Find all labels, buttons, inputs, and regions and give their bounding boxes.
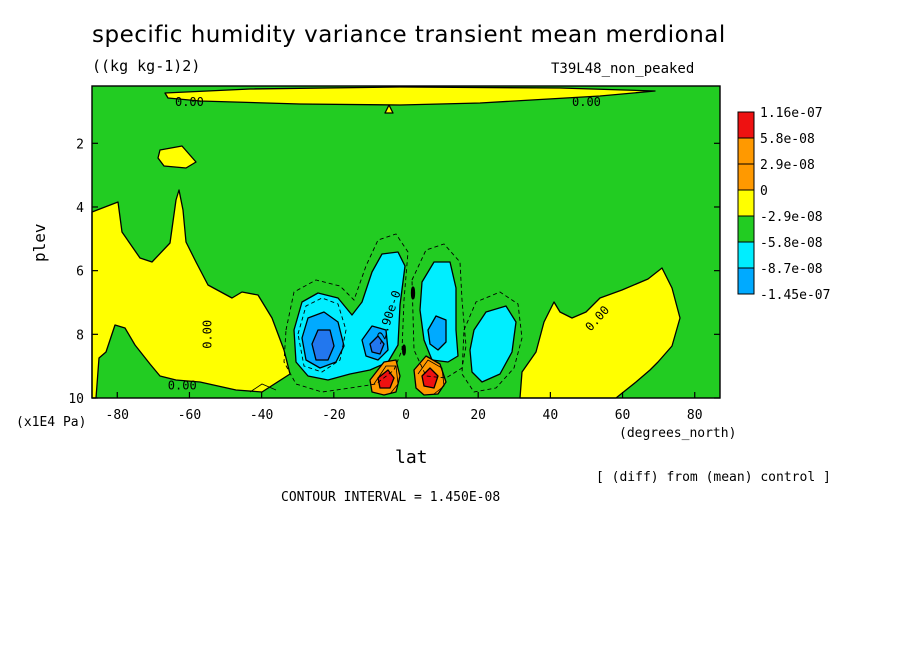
y-tick-label: 2 [76,137,84,152]
run-name: T39L48_non_peaked [551,61,695,77]
warm-contour-1 [373,365,399,395]
contour-interval: CONTOUR INTERVAL = 1.450E-08 [281,490,501,505]
legend-swatch [737,111,755,139]
x-tick-label: 0 [402,408,410,423]
x-tick-label: 40 [543,408,559,423]
negative-contours [283,233,523,393]
color-legend: 1.16e-07 5.8e-08 2.9e-08 0 -2.9e-08 -5.8e-08 -… [737,106,830,303]
contour-label: 0.00 [168,378,197,392]
neg-contour-1 [283,233,409,393]
contour-region-small-blob [157,145,197,169]
contour-region-hot-left [377,369,395,389]
x-tick-label: -20 [322,408,345,423]
neg-contour-2 [411,243,467,379]
y-tick-label: 10 [68,392,84,407]
legend-label: 0 [760,184,768,199]
contour-region-small-triangle [384,104,394,114]
x-tick-label: -80 [106,408,129,423]
legend-swatch [737,241,755,269]
y-axis: 2 4 6 8 10 [68,137,720,407]
legend-label: 2.9e-08 [760,158,815,173]
warm-contours [249,359,445,395]
chart-title: specific humidity variance transient mea… [92,22,726,48]
y-tick-label: 8 [76,328,84,343]
chart-units: ((kg kg-1)2) [92,57,201,75]
warm-contour-2 [417,359,445,395]
x-axis: -80 -60 -40 -20 0 20 40 60 80 [106,392,703,423]
contour-region-cyan-right [469,305,517,383]
legend-swatch [737,267,755,295]
contour-label: 0.00 [200,320,214,349]
legend-label: 5.8e-08 [760,132,815,147]
contour-region-top-band [164,86,656,106]
diff-note: [ (diff) from (mean) control ] [596,470,831,485]
contour-label: 0.00 [572,95,601,109]
neg-contour-4 [297,297,347,373]
y-axis-units: (x1E4 Pa) [16,415,87,430]
x-tick-label: -40 [250,408,273,423]
legend-swatch [737,163,755,191]
warm-contour-3 [249,383,277,393]
legend-swatch [737,189,755,217]
y-tick-label: 4 [76,201,84,216]
neg-contour-3 [461,291,523,393]
contour-label: 0.00 [175,95,204,109]
contour-region-lightblue-center [427,315,447,351]
legend-label: 1.16e-07 [760,106,823,121]
x-tick-label: 60 [615,408,631,423]
x-axis-units: (degrees_north) [619,426,737,441]
legend-label: -2.9e-08 [760,210,823,225]
x-axis-label: lat [395,447,428,468]
legend-label: -5.8e-08 [760,236,823,251]
contour-region-blue-core [311,329,335,361]
contour-region-small-ellipse-2 [402,344,406,356]
x-tick-label: 80 [687,408,703,423]
x-tick-label: 20 [470,408,486,423]
x-tick-label: -60 [178,408,201,423]
legend-swatch [737,137,755,165]
legend-swatch [737,215,755,243]
contour-region-hot-right [421,367,439,389]
legend-label: -8.7e-08 [760,262,823,277]
contour-region-right [519,267,681,399]
legend-label: -1.45e-07 [760,288,830,303]
contour-region-left [91,189,291,399]
contour-region-blue-core-small [369,335,385,355]
contour-fills [91,86,681,399]
y-tick-label: 6 [76,265,84,280]
